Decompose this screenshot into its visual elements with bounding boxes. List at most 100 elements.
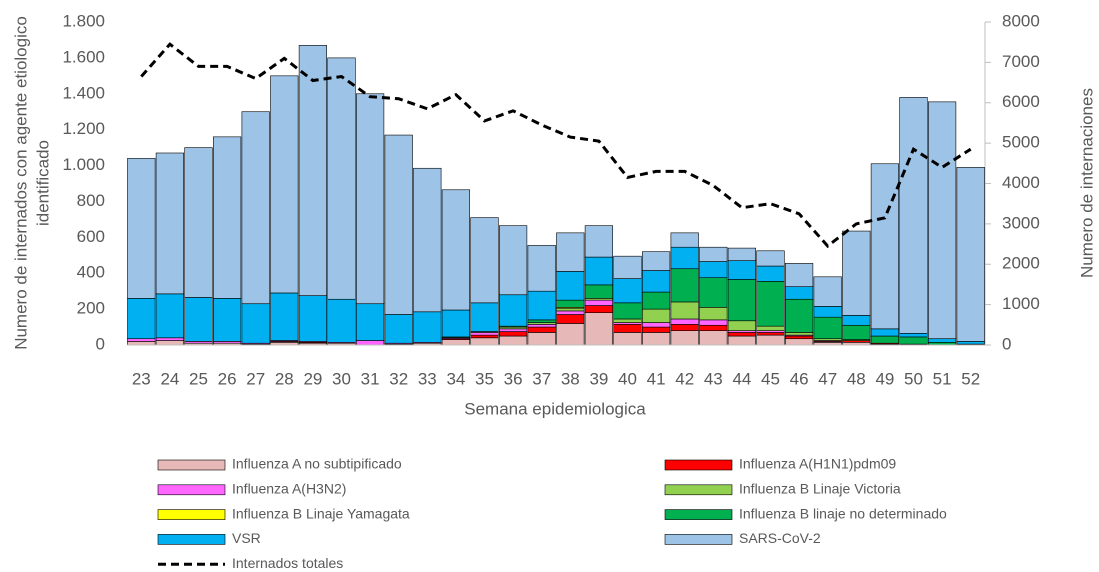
bar-segment [641, 251, 671, 271]
x-axis-title: Semana epidemiologica [464, 399, 646, 418]
bar-segment [470, 302, 499, 332]
bar-segment [527, 245, 556, 292]
x-tick-label: 43 [704, 369, 723, 388]
bar-segment [498, 294, 528, 327]
bar-segment [670, 324, 699, 331]
y2-tick-label: 4000 [1002, 173, 1040, 192]
legend-swatch [157, 484, 226, 496]
x-tick-label: 31 [361, 369, 380, 388]
y-axis-title: Numero de internados con agente etiologi… [11, 16, 30, 350]
bar-segment [784, 286, 814, 300]
bar-segment [298, 295, 328, 342]
x-tick-label: 35 [475, 369, 494, 388]
bar-segment [670, 246, 699, 270]
legend-swatch [157, 534, 226, 545]
bar-segment [613, 255, 642, 279]
bar-segment [870, 335, 899, 344]
bar-segment [470, 337, 499, 346]
bar-segment [184, 147, 213, 298]
y-axis-title: identificado [33, 140, 52, 226]
legend-label: VSR [232, 530, 261, 546]
bar-segment [355, 93, 385, 305]
bar-segment [956, 167, 985, 342]
legend-swatch [664, 534, 733, 545]
bar-segment [899, 333, 928, 338]
y2-tick-label: 8000 [1002, 11, 1040, 30]
bar-segment [527, 326, 556, 333]
bar-segment [127, 341, 156, 346]
bar-segment [155, 337, 185, 341]
x-tick-label: 32 [389, 369, 408, 388]
y-tick-label: 1.800 [62, 11, 105, 30]
legend-label: Influenza A(H3N2) [232, 481, 346, 497]
bar-segment [756, 265, 785, 282]
bar-segment [756, 332, 785, 336]
bar-segment [441, 339, 471, 346]
x-tick-label: 51 [933, 369, 952, 388]
bar-segment [756, 280, 785, 327]
bar-segment [327, 57, 356, 300]
bar-segment [613, 332, 642, 346]
bar-segment [613, 324, 642, 333]
legend-label: Influenza B Linaje Yamagata [232, 505, 410, 521]
x-tick-label: 26 [218, 369, 237, 388]
x-tick-label: 27 [246, 369, 265, 388]
bar-segment [699, 261, 728, 279]
x-tick-label: 23 [132, 369, 151, 388]
bar-segment [670, 330, 699, 346]
y-tick-label: 1.600 [62, 47, 105, 66]
x-tick-label: 47 [818, 369, 837, 388]
legend-label: Influenza A no subtipificado [232, 456, 402, 472]
bar-segment [699, 246, 728, 262]
bar-segment [584, 284, 613, 299]
bar-segment [441, 189, 471, 311]
bar-segment [527, 324, 556, 328]
bar-segment [870, 163, 899, 330]
bar-segment [127, 338, 156, 342]
bar-segment [556, 310, 585, 315]
y2-tick-label: 3000 [1002, 213, 1040, 232]
bar-segment [270, 292, 299, 341]
bar-segment [556, 307, 585, 312]
bar-segment [213, 136, 242, 299]
y-tick-label: 0 [96, 334, 105, 353]
bar-segment [641, 326, 671, 333]
y2-axis-title: Numero de internaciones [1077, 88, 1096, 278]
bar-segment [670, 301, 699, 320]
legend-swatch [157, 509, 226, 520]
bar-segment [756, 250, 785, 267]
x-tick-label: 44 [732, 369, 751, 388]
bar-segment [756, 334, 785, 346]
bar-segment [784, 298, 814, 333]
x-tick-label: 41 [647, 369, 666, 388]
y-tick-label: 1.400 [62, 83, 105, 102]
bar-segment [727, 260, 756, 280]
legend-label: SARS-CoV-2 [739, 530, 821, 546]
x-tick-label: 50 [904, 369, 923, 388]
legend-label: Influenza B Linaje Victoria [739, 481, 901, 497]
legend-swatch [157, 459, 226, 471]
bar-segment [699, 277, 728, 308]
x-tick-label: 33 [418, 369, 437, 388]
bar-segment [870, 328, 899, 337]
bar-segment [842, 230, 871, 316]
bar-segment [670, 268, 699, 303]
bar-segment [670, 318, 699, 325]
bar-segment [584, 299, 613, 306]
x-tick-label: 40 [618, 369, 637, 388]
bar-segment [842, 324, 871, 340]
bar-segment [727, 335, 756, 346]
x-tick-label: 28 [275, 369, 294, 388]
bar-segment [184, 297, 213, 342]
bar-segment [584, 225, 613, 258]
y-tick-label: 400 [77, 263, 105, 282]
bar-segment [899, 336, 928, 345]
bar-segment [956, 341, 985, 345]
bar-segment [699, 319, 728, 326]
y-tick-label: 200 [77, 299, 105, 318]
y2-tick-label: 0 [1002, 334, 1011, 353]
bar-segment [327, 298, 356, 343]
bar-segment [127, 298, 156, 340]
bar-segment [155, 293, 185, 339]
bar-segment [784, 338, 814, 346]
